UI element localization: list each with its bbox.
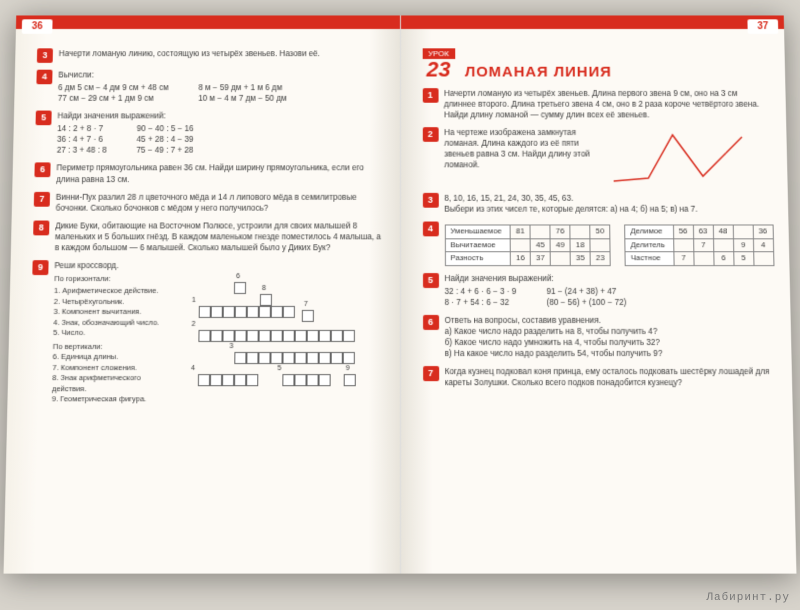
- clue: 5. Число.: [53, 328, 173, 339]
- clue: 2. Четырёхугольник.: [54, 297, 174, 307]
- task-num-3: 3: [422, 193, 438, 208]
- task8-text: Дикие Буки, обитающие на Восточном Полюс…: [55, 220, 382, 253]
- task-num-7: 7: [34, 191, 50, 206]
- task-num-8: 8: [33, 220, 49, 235]
- clue: 3. Компонент вычитания.: [53, 307, 173, 317]
- task-num-4: 4: [36, 70, 52, 85]
- task7-text: Винни-Пух разлил 28 л цветочного мёда и …: [56, 191, 382, 213]
- polyline-diagram: [603, 127, 753, 186]
- expr: 27 : 3 + 48 : 8: [57, 145, 107, 156]
- task-num-5: 5: [36, 111, 52, 126]
- task-num-7: 7: [423, 366, 439, 381]
- clue-heading: По вертикали:: [53, 342, 174, 353]
- expr: 90 − 40 : 5 − 16: [137, 123, 194, 134]
- expr: 75 − 49 : 7 + 28: [136, 145, 193, 156]
- textbook-spread: 36 3 Начерти ломаную линию, состоящую из…: [4, 15, 797, 573]
- subtask: а) Какое число надо разделить на 8, чтоб…: [445, 326, 773, 337]
- subtask: б) Какое число надо умножить на 4, чтобы…: [445, 337, 774, 348]
- page-number-right: 37: [747, 19, 778, 33]
- page-right: 37 УРОК 23 Ломаная линия 1 Начерти ломан…: [400, 15, 796, 573]
- clue: 1. Арифметическое действие.: [54, 286, 174, 296]
- r-task2: На чертеже изображена замкнутая ломаная.…: [444, 127, 593, 186]
- top-red-bar: [400, 15, 784, 29]
- expr: 45 + 28 : 4 − 39: [137, 134, 194, 145]
- clue: 8. Знак арифметического действия.: [52, 374, 173, 395]
- r-task5-title: Найди значения выражений:: [444, 273, 771, 284]
- task9-title: Реши кроссворд.: [54, 260, 381, 271]
- expr: (80 − 56) + (100 − 72): [546, 297, 626, 308]
- expr: 6 дм 5 см − 4 дм 9 см + 48 см: [58, 82, 169, 93]
- urok-number: 23: [422, 59, 455, 80]
- table-division: Делимое56634836 Делитель794 Частное765: [624, 225, 774, 266]
- clue: 7. Компонент сложения.: [52, 363, 173, 374]
- clue: 6. Единица длины.: [53, 352, 174, 363]
- clue-heading: По горизонтали:: [54, 274, 174, 284]
- lesson-header: УРОК 23 Ломаная линия: [422, 48, 767, 80]
- subtask: в) На какое число надо разделить 54, что…: [445, 348, 774, 359]
- expr: 14 : 2 + 8 · 7: [57, 123, 107, 134]
- task-num-2: 2: [422, 127, 438, 142]
- r-task7: Когда кузнец подковал коня принца, ему о…: [445, 366, 774, 388]
- task-num-3: 3: [37, 48, 53, 63]
- expr: 91 − (24 + 38) + 47: [546, 286, 626, 297]
- expr: 77 см − 29 см + 1 дм 9 см: [58, 93, 169, 104]
- clue: 4. Знак, обозначающий число.: [53, 318, 173, 329]
- task-num-4: 4: [422, 222, 438, 237]
- task-num-5: 5: [422, 273, 438, 288]
- task-num-6: 6: [34, 163, 50, 178]
- r-task1: Начерти ломаную из четырёх звеньев. Длин…: [444, 88, 768, 120]
- task3-text: Начерти ломаную линию, состоящую из четы…: [59, 48, 382, 63]
- r-task6-title: Ответь на вопросы, составив уравнения.: [445, 315, 773, 326]
- number-list: 8, 10, 16, 15, 21, 24, 30, 35, 45, 63.: [444, 193, 770, 204]
- task5-title: Найди значения выражений:: [57, 111, 381, 122]
- watermark: Лабиринт.ру: [706, 592, 790, 604]
- task4-title: Вычисли:: [58, 70, 382, 81]
- task-num-9: 9: [32, 260, 48, 275]
- expr: 36 : 4 + 7 · 6: [57, 134, 107, 145]
- table-subtraction: Уменьшаемое817650 Вычитаемое454918 Разно…: [444, 225, 611, 266]
- clue: 9. Геометрическая фигура.: [52, 395, 173, 406]
- lesson-title: Ломаная линия: [465, 64, 612, 81]
- task-num-1: 1: [422, 88, 438, 103]
- expr: 8 м − 59 дм + 1 м 6 дм: [198, 82, 286, 93]
- task3b: Выбери из этих чисел те, которые делятся…: [444, 204, 770, 215]
- page-number-left: 36: [22, 19, 53, 33]
- crossword-grid: 6 8 1 7 2 3 4: [193, 274, 354, 404]
- crossword-clues: По горизонтали: 1. Арифметическое действ…: [52, 274, 175, 405]
- top-red-bar: [16, 15, 400, 29]
- expr: 32 : 4 + 6 · 6 − 3 · 9: [444, 286, 516, 297]
- task-num-6: 6: [423, 315, 439, 330]
- expr: 8 · 7 + 54 : 6 − 32: [445, 297, 517, 308]
- task6-text: Периметр прямоугольника равен 36 см. Най…: [56, 163, 382, 185]
- page-left: 36 3 Начерти ломаную линию, состоящую из…: [4, 15, 401, 573]
- expr: 10 м − 4 м 7 дм − 50 дм: [198, 93, 287, 104]
